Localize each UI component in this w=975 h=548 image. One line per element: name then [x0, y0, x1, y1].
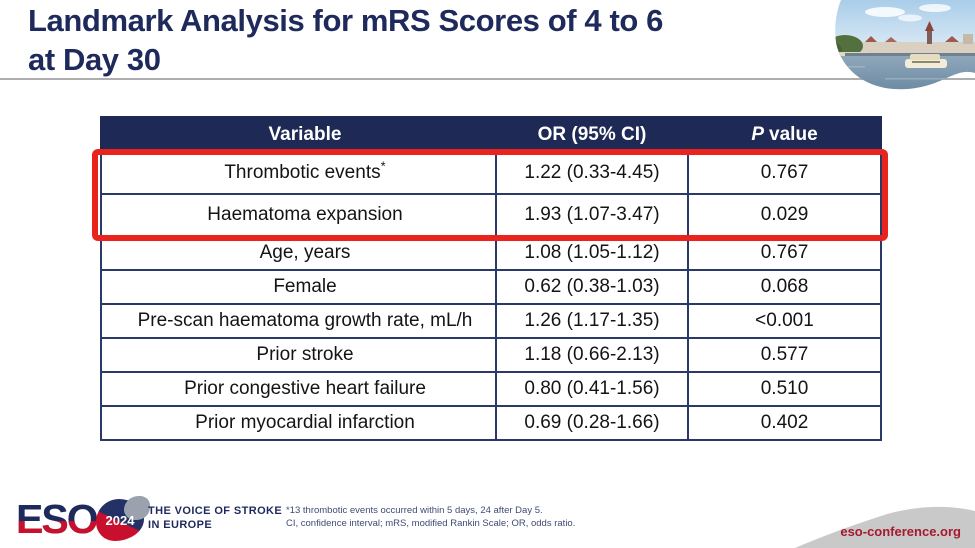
table-row-prior-mi: Prior myocardial infarction 0.69 (0.28-1… [100, 405, 882, 441]
variable-cell: Pre-scan haematoma growth rate, mL/h [100, 303, 497, 339]
title-line2: at Day 30 [28, 42, 161, 77]
p-cell: 0.767 [687, 235, 882, 271]
header-or-ci: OR (95% CI) [495, 116, 689, 153]
p-cell: 0.068 [687, 269, 882, 305]
table-row-female: Female 0.62 (0.38-1.03) 0.068 [100, 269, 882, 305]
title-line1: Landmark Analysis for mRS Scores of 4 to… [28, 3, 663, 38]
variable-cell: Prior stroke [100, 337, 497, 373]
footnote-marker: * [380, 158, 386, 174]
footnote-line1: *13 thrombotic events occurred within 5 … [286, 505, 543, 516]
p-cell: 0.029 [687, 193, 882, 237]
esoc-year-badge: 2024 [96, 496, 150, 541]
or-cell: 1.93 (1.07-3.47) [495, 193, 689, 237]
variable-cell: Thrombotic events* [100, 151, 497, 195]
page-title: Landmark Analysis for mRS Scores of 4 to… [28, 1, 663, 79]
p-cell: 0.402 [687, 405, 882, 441]
esoc-tagline: THE VOICE OF STROKE IN EUROPE [148, 504, 282, 532]
p-cell: 0.510 [687, 371, 882, 407]
basel-river-photo [835, 0, 975, 90]
tagline-line1: THE VOICE OF STROKE [148, 505, 283, 517]
table-row-prescan-growth-rate: Pre-scan haematoma growth rate, mL/h 1.2… [100, 303, 882, 339]
or-cell: 1.22 (0.33-4.45) [495, 151, 689, 195]
table-row-age: Age, years 1.08 (1.05-1.12) 0.767 [100, 235, 882, 271]
or-cell: 1.26 (1.17-1.35) [495, 303, 689, 339]
p-cell: 0.767 [687, 151, 882, 195]
header-variable: Variable [100, 116, 497, 153]
title-divider [0, 78, 975, 80]
or-cell: 0.69 (0.28-1.66) [495, 405, 689, 441]
variable-cell: Prior congestive heart failure [100, 371, 497, 407]
variable-cell: Female [100, 269, 497, 305]
or-cell: 0.62 (0.38-1.03) [495, 269, 689, 305]
table-row-prior-chf: Prior congestive heart failure 0.80 (0.4… [100, 371, 882, 407]
slide-footnote: *13 thrombotic events occurred within 5 … [286, 504, 575, 530]
tagline-line2: IN EUROPE [148, 519, 213, 531]
p-cell: <0.001 [687, 303, 882, 339]
table-row-prior-stroke: Prior stroke 1.18 (0.66-2.13) 0.577 [100, 337, 882, 373]
p-cell: 0.577 [687, 337, 882, 373]
or-cell: 0.80 (0.41-1.56) [495, 371, 689, 407]
conference-website: eso-conference.org [840, 524, 961, 539]
table-row-thrombotic-events: Thrombotic events* 1.22 (0.33-4.45) 0.76… [100, 151, 882, 195]
footer-gray-blob [795, 506, 975, 548]
or-cell: 1.08 (1.05-1.12) [495, 235, 689, 271]
variable-cell: Haematoma expansion [100, 193, 497, 237]
variable-cell: Prior myocardial infarction [100, 405, 497, 441]
esoc-year: 2024 [105, 512, 135, 528]
footnote-line2: CI, confidence interval; mRS, modified R… [286, 518, 576, 529]
or-cell: 1.18 (0.66-2.13) [495, 337, 689, 373]
table-row-haematoma-expansion: Haematoma expansion 1.93 (1.07-3.47) 0.0… [100, 193, 882, 237]
variable-cell: Age, years [100, 235, 497, 271]
